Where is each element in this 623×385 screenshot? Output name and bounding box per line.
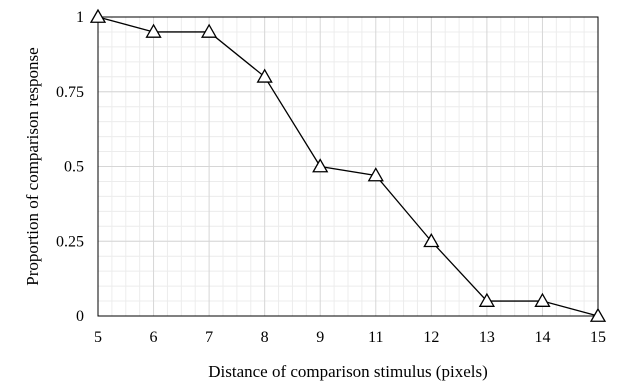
x-axis-label: Distance of comparison stimulus (pixels) xyxy=(208,362,488,381)
x-axis-ticks: 5 6 7 8 9 11 12 13 14 15 xyxy=(94,329,606,346)
y-tick-label: 0.5 xyxy=(64,159,84,176)
series-line xyxy=(97,16,599,317)
x-tick-label: 14 xyxy=(534,329,550,346)
x-tick-label: 7 xyxy=(205,329,213,346)
y-axis-label: Proportion of comparison response xyxy=(23,47,42,285)
x-tick-label: 8 xyxy=(261,329,269,346)
data-point-marker xyxy=(367,167,384,182)
series-markers xyxy=(89,8,607,322)
data-point-marker xyxy=(423,232,440,248)
x-tick-label: 13 xyxy=(479,329,495,346)
data-point-marker xyxy=(145,23,162,38)
data-point-marker xyxy=(478,292,496,307)
y-tick-label: 0 xyxy=(76,308,84,325)
x-tick-label: 6 xyxy=(150,329,158,346)
data-point-marker xyxy=(89,8,107,23)
data-point-marker xyxy=(312,158,329,173)
y-tick-label: 0.25 xyxy=(56,233,84,250)
x-tick-label: 9 xyxy=(316,329,324,346)
x-tick-label: 12 xyxy=(423,329,439,346)
data-point-marker xyxy=(200,23,218,38)
y-tick-label: 0.75 xyxy=(56,84,84,101)
data-point-marker xyxy=(256,68,273,83)
x-tick-label: 11 xyxy=(368,329,383,346)
grid xyxy=(98,17,598,316)
y-tick-label: 1 xyxy=(76,9,84,26)
data-point-marker xyxy=(534,292,551,307)
x-tick-label: 15 xyxy=(590,329,606,346)
data-point-marker xyxy=(589,307,607,322)
y-axis-ticks: 0 0.25 0.5 0.75 1 xyxy=(56,9,84,325)
plot-frame xyxy=(97,16,599,317)
x-tick-label: 5 xyxy=(94,329,102,346)
